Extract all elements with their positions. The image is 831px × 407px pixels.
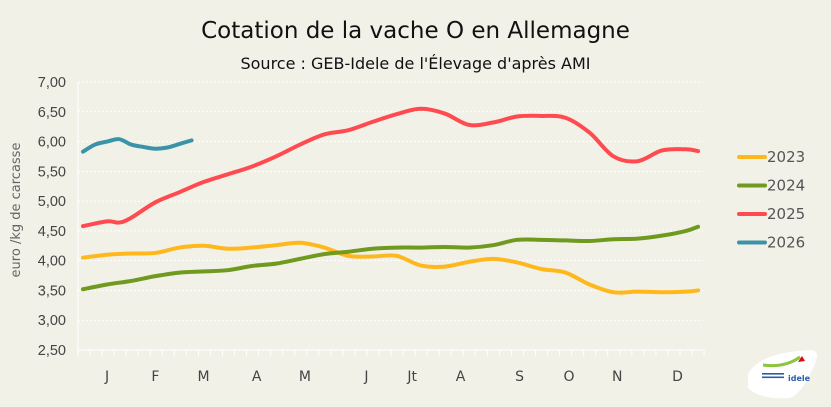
series-line-2023 xyxy=(81,240,701,295)
month-label: M xyxy=(198,369,210,385)
idele-logo: idele xyxy=(748,350,817,399)
month-label: N xyxy=(612,369,622,385)
logo-wordmark: idele xyxy=(788,374,811,383)
series-line-2024 xyxy=(81,224,701,292)
logo-wordmark-small xyxy=(762,373,784,379)
month-label: J xyxy=(104,369,109,385)
y-tick-label: 6,50 xyxy=(38,105,66,121)
month-label: F xyxy=(151,369,159,385)
y-tick-label: 6,00 xyxy=(38,135,66,151)
y-tick-label: 2,50 xyxy=(38,343,66,359)
month-label: A xyxy=(252,369,262,385)
series-line-2025 xyxy=(81,106,701,229)
legend-label-2025: 2025 xyxy=(767,205,805,223)
y-tick-labels: 2,50 3,00 3,50 4,00 4,50 5,00 5,50 6,00 6,50 7,00 xyxy=(38,75,66,359)
chart-title: Cotation de la vache O en Allemagne xyxy=(201,18,630,44)
y-tick-label: 5,50 xyxy=(38,164,66,180)
y-tick-label: 7,00 xyxy=(38,75,66,91)
x-axis-ticks xyxy=(77,350,705,356)
month-label: A xyxy=(456,369,466,385)
y-tick-label: 3,00 xyxy=(38,313,66,329)
month-label: O xyxy=(564,369,575,385)
y-tick-label: 5,00 xyxy=(38,194,66,210)
legend: 2023 2024 2025 2026 xyxy=(737,148,805,252)
legend-label-2024: 2024 xyxy=(767,177,805,195)
gridlines xyxy=(77,81,703,351)
legend-label-2026: 2026 xyxy=(767,234,805,252)
series-line-2026 xyxy=(81,137,194,154)
month-label: D xyxy=(672,369,683,385)
chart-subtitle: Source : GEB-Idele de l'Élevage d'après … xyxy=(240,54,591,73)
month-labels: J F M A M J Jt A S O N D xyxy=(104,369,683,385)
month-label: M xyxy=(299,369,311,385)
month-label: Jt xyxy=(406,369,417,385)
legend-label-2023: 2023 xyxy=(767,148,805,166)
y-tick-label: 3,50 xyxy=(38,283,66,299)
y-axis-label: euro /kg de carcasse xyxy=(9,143,24,278)
y-tick-label: 4,50 xyxy=(38,224,66,240)
month-label: S xyxy=(515,369,524,385)
month-label: J xyxy=(363,369,368,385)
y-tick-label: 4,00 xyxy=(38,254,66,270)
series-lines xyxy=(81,106,701,295)
